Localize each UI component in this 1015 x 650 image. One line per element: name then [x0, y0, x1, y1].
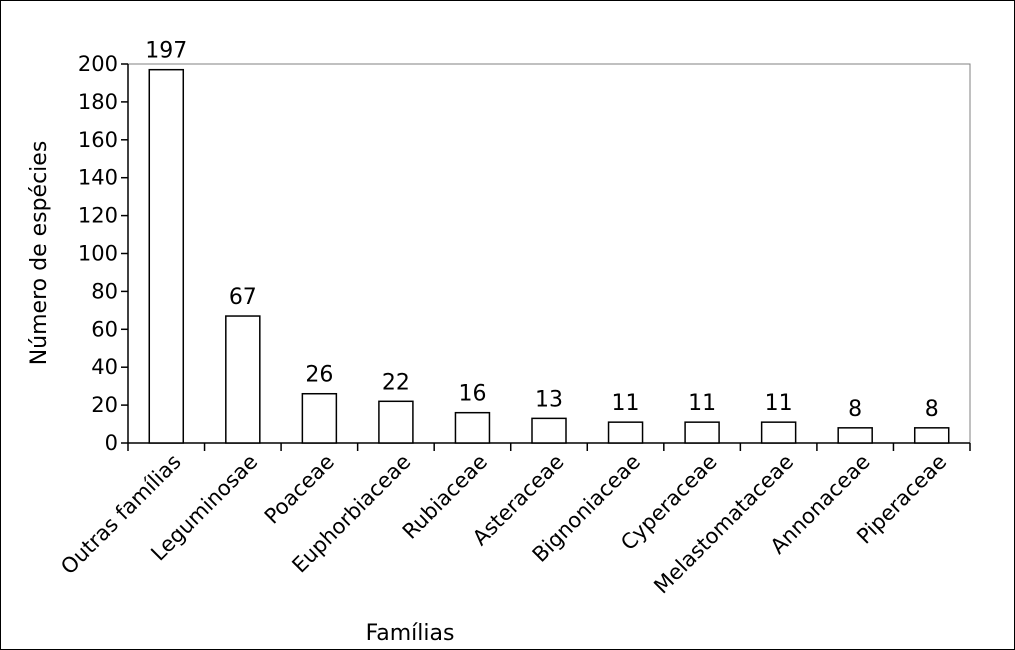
data-label: 8: [925, 397, 939, 422]
y-tick-label: 140: [78, 166, 118, 190]
y-tick-label: 40: [91, 355, 118, 379]
x-axis: [127, 442, 971, 451]
data-label: 26: [305, 363, 333, 388]
plot-border: [127, 63, 971, 444]
y-axis: 0 20 40 60 80 100 120 140 160 180 200: [78, 52, 129, 455]
bar: [301, 392, 338, 444]
data-label: 13: [535, 387, 563, 412]
bar: [225, 315, 261, 444]
data-label: 11: [765, 391, 793, 416]
y-tick-label: 0: [105, 431, 118, 455]
bar: [837, 427, 873, 444]
bar: [760, 421, 797, 444]
bar: [913, 427, 950, 444]
y-tick-label: 120: [78, 204, 118, 228]
data-label: 197: [145, 39, 187, 64]
bar: [148, 68, 185, 444]
category-label: Melastomataceae: [649, 450, 798, 599]
data-label: 22: [382, 370, 410, 395]
bar: [607, 421, 644, 444]
y-axis-title: Número de espécies: [27, 141, 52, 366]
x-axis-title: Famílias: [366, 621, 455, 646]
bar: [531, 417, 567, 444]
bar: [454, 411, 491, 444]
data-label: 16: [458, 382, 486, 407]
plot-area: [127, 63, 971, 444]
category-labels: Outras famíliasLeguminosaePoaceaeEuphorb…: [56, 450, 951, 599]
data-label: 8: [848, 397, 862, 422]
y-tick-label: 60: [91, 317, 118, 341]
data-label: 11: [612, 391, 640, 416]
data-labels: 197 67 26 22 16 13 11 11 11 8 8: [145, 39, 938, 422]
data-label: 11: [688, 391, 716, 416]
bar: [378, 400, 414, 444]
y-tick-label: 100: [78, 242, 118, 266]
y-tick-label: 160: [78, 128, 118, 152]
y-tick-label: 200: [78, 52, 118, 76]
bars: [148, 68, 950, 444]
bar: [684, 421, 720, 444]
y-tick-label: 20: [91, 393, 118, 417]
y-tick-label: 180: [78, 90, 118, 114]
y-tick-label: 80: [91, 279, 118, 303]
category-label: Poaceae: [260, 450, 339, 529]
data-label: 67: [229, 285, 257, 310]
